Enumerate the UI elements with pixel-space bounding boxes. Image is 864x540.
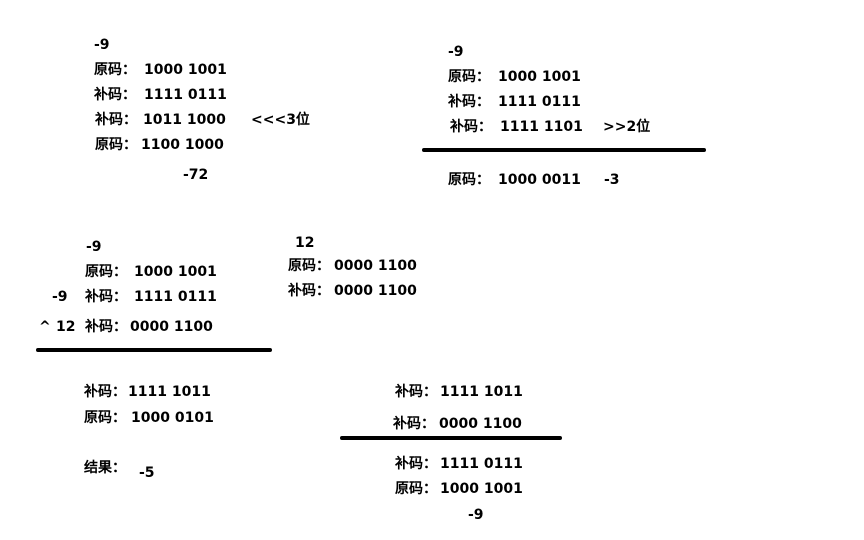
rs-result: -3 bbox=[604, 172, 620, 188]
ls-buma2: 1011 1000 bbox=[143, 112, 226, 128]
xor-res-yuanma-label: 原码： bbox=[84, 410, 126, 426]
ls-buma2-label: 补码： bbox=[95, 112, 137, 128]
xor-res-yuanma: 1000 0101 bbox=[131, 410, 214, 426]
ls-yuanma2: 1100 1000 bbox=[141, 137, 224, 153]
xb-buma3-label: 补码： bbox=[395, 456, 437, 472]
ls-result: -72 bbox=[183, 167, 209, 183]
xor-res-buma: 1111 1011 bbox=[128, 384, 211, 400]
xb-yuanma-label: 原码： bbox=[395, 481, 437, 497]
rs-buma-label: 补码： bbox=[448, 94, 490, 110]
twelve-yuanma-label: 原码： bbox=[288, 258, 330, 274]
ls-yuanma-label: 原码： bbox=[94, 62, 136, 78]
twelve-value: 12 bbox=[295, 235, 315, 251]
xor-buma-label: 补码： bbox=[85, 289, 127, 305]
xb-buma1-label: 补码： bbox=[395, 384, 437, 400]
xor-value: -9 bbox=[86, 239, 102, 255]
twelve-buma-label: 补码： bbox=[288, 283, 330, 299]
xor-res-buma-label: 补码： bbox=[84, 384, 126, 400]
xor-op-symbol: ^ bbox=[39, 319, 51, 335]
rs-operator: >>2位 bbox=[603, 119, 651, 135]
xor-yuanma: 1000 1001 bbox=[134, 264, 217, 280]
rs-result-label: 原码： bbox=[448, 172, 490, 188]
xor-buma12: 0000 1100 bbox=[130, 319, 213, 335]
xb-buma1: 1111 1011 bbox=[440, 384, 523, 400]
xor-yuanma-label: 原码： bbox=[85, 264, 127, 280]
xor-jieguo: -5 bbox=[139, 465, 155, 481]
rs-result-bin: 1000 0011 bbox=[498, 172, 581, 188]
rs-value: -9 bbox=[448, 44, 464, 60]
xb-buma3: 1111 0111 bbox=[440, 456, 523, 472]
ls-buma-label: 补码： bbox=[94, 87, 136, 103]
xor-buma12-label: 补码： bbox=[85, 319, 127, 335]
rs-buma2: 1111 1101 bbox=[500, 119, 583, 135]
ls-yuanma2-label: 原码： bbox=[95, 137, 137, 153]
twelve-yuanma: 0000 1100 bbox=[334, 258, 417, 274]
xor-divider-line bbox=[36, 348, 272, 352]
ls-buma: 1111 0111 bbox=[144, 87, 227, 103]
xb-buma2: 0000 1100 bbox=[439, 416, 522, 432]
rs-yuanma: 1000 1001 bbox=[498, 69, 581, 85]
rs-yuanma-label: 原码： bbox=[448, 69, 490, 85]
ls-operator: <<<3位 bbox=[251, 112, 310, 128]
xb-buma2-label: 补码： bbox=[393, 416, 435, 432]
xb-yuanma: 1000 1001 bbox=[440, 481, 523, 497]
xor-buma: 1111 0111 bbox=[134, 289, 217, 305]
xb-result: -9 bbox=[468, 507, 484, 523]
twelve-buma: 0000 1100 bbox=[334, 283, 417, 299]
ls-yuanma: 1000 1001 bbox=[144, 62, 227, 78]
rs-buma2-label: 补码： bbox=[450, 119, 492, 135]
xor-side-value: -9 bbox=[52, 289, 68, 305]
xor-op-value: 12 bbox=[56, 319, 76, 335]
rs-divider-line bbox=[422, 148, 706, 152]
xor-jieguo-label: 结果： bbox=[84, 460, 126, 476]
rs-buma: 1111 0111 bbox=[498, 94, 581, 110]
xb-divider-line bbox=[340, 436, 562, 440]
ls-value: -9 bbox=[94, 37, 110, 53]
